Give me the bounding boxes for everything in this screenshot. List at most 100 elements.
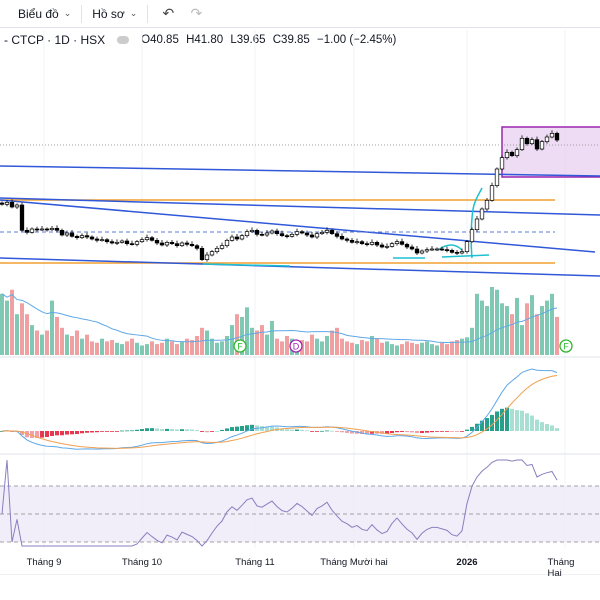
macd-histogram-bar — [240, 426, 244, 431]
undo-icon[interactable]: ↶ — [162, 5, 175, 21]
macd-histogram-bar — [415, 431, 419, 434]
candle-body — [244, 231, 250, 237]
cyan-arc[interactable] — [437, 244, 463, 251]
macd-histogram-bar — [45, 431, 49, 437]
macd-histogram-bar — [515, 410, 519, 431]
volume-bar — [280, 341, 284, 355]
macd-histogram-bar — [350, 431, 354, 434]
volume-bar — [305, 341, 309, 355]
macd-histogram-bar — [540, 422, 544, 431]
volume-bar — [420, 342, 424, 355]
macd-histogram-bar — [405, 431, 409, 433]
volume-bar — [365, 341, 369, 355]
macd-histogram-bar — [130, 430, 134, 432]
candle-body — [54, 227, 60, 231]
candle-body — [79, 235, 85, 239]
candle-body — [99, 239, 105, 242]
macd-histogram-bar — [85, 431, 89, 433]
macd-histogram-bar — [125, 430, 129, 432]
visibility-toggle-icon[interactable] — [117, 36, 130, 44]
volume-bar — [505, 306, 509, 355]
candle-body — [199, 247, 205, 261]
macd-histogram-bar — [195, 429, 199, 431]
trendline[interactable] — [0, 165, 600, 177]
volume-bar — [180, 341, 184, 355]
volume-bar — [325, 335, 329, 355]
candle-body — [534, 139, 540, 150]
candle-body — [49, 227, 55, 231]
volume-bar — [225, 335, 229, 355]
trendline[interactable] — [0, 197, 600, 216]
macd-histogram-bar — [140, 429, 144, 431]
candle-body — [519, 137, 525, 151]
candle-body — [444, 249, 450, 252]
volume-bar — [275, 338, 279, 355]
time-label: Tháng 10 — [121, 557, 163, 568]
candle-body — [164, 241, 170, 246]
macd-histogram-bar — [205, 431, 209, 433]
candle-body — [459, 251, 465, 254]
event-marker — [559, 339, 573, 353]
macd-histogram-bar — [70, 431, 74, 435]
profile-menu-button[interactable]: Hồ sơ ⌄ — [82, 0, 147, 27]
symbol-legend: - CTCP · 1D · HSX O40.85 H41.80 L39.65 C… — [4, 33, 400, 47]
volume-bar — [460, 338, 464, 355]
macd-histogram-bar — [230, 427, 234, 431]
macd-line — [1, 368, 558, 450]
macd-histogram-bar — [290, 429, 294, 431]
volume-bar — [85, 334, 89, 355]
time-label: Tháng 11 — [235, 557, 275, 568]
macd-histogram-bar — [280, 428, 284, 431]
macd-histogram-bar — [265, 426, 269, 431]
profile-menu-label: Hồ sơ — [92, 6, 125, 21]
chart-menu-button[interactable]: Biểu đồ ⌄ — [8, 0, 81, 27]
cyan-segment[interactable] — [441, 254, 490, 258]
candle-body — [34, 228, 40, 231]
trendline[interactable] — [0, 257, 600, 277]
macd-histogram-bar — [365, 431, 369, 435]
volume-bar — [55, 316, 59, 355]
candle-body — [289, 233, 295, 237]
volume-bar — [25, 314, 29, 355]
volume-bar — [260, 325, 264, 355]
macd-histogram-bar — [235, 426, 239, 431]
volume-bar — [390, 344, 394, 355]
volume-bar — [370, 335, 374, 355]
volume-bar — [345, 341, 349, 355]
macd-histogram-bar — [340, 431, 344, 433]
candle-body — [19, 204, 25, 231]
macd-histogram-bar — [520, 410, 524, 431]
volume-bar — [475, 293, 479, 355]
candle-body — [119, 240, 125, 243]
volume-bar — [480, 300, 484, 355]
candle-body — [59, 229, 65, 236]
macd-histogram-bar — [555, 428, 559, 431]
volume-bar — [500, 303, 504, 355]
close-value: C39.85 — [272, 34, 310, 46]
volume-bar — [515, 297, 519, 355]
volume-pane — [0, 287, 559, 355]
volume-bar — [430, 344, 434, 355]
candle-body — [389, 243, 395, 247]
time-axis[interactable]: Tháng 9 Tháng 10 Tháng 11 Tháng Mười hai… — [0, 548, 600, 579]
macd-histogram-bar — [165, 428, 169, 431]
candle-body — [414, 248, 420, 254]
redo-icon[interactable]: ↷ — [190, 5, 203, 21]
cyan-segment[interactable] — [202, 263, 291, 267]
macd-histogram-bar — [430, 431, 434, 433]
candle-body — [124, 240, 130, 245]
volume-bar — [165, 338, 169, 355]
macd-histogram-bar — [530, 415, 534, 431]
candle-body — [284, 235, 290, 238]
time-label: Tháng Hai — [547, 557, 575, 579]
macd-histogram-bar — [260, 426, 264, 431]
macd-histogram-bar — [395, 431, 399, 433]
macd-histogram-bar — [445, 431, 449, 432]
macd-histogram-bar — [285, 429, 289, 431]
trendline[interactable] — [0, 199, 596, 253]
rsi-band — [0, 486, 600, 542]
candle-body — [264, 232, 270, 236]
time-label: Tháng Mười hai — [320, 557, 388, 568]
volume-bar — [40, 334, 44, 355]
